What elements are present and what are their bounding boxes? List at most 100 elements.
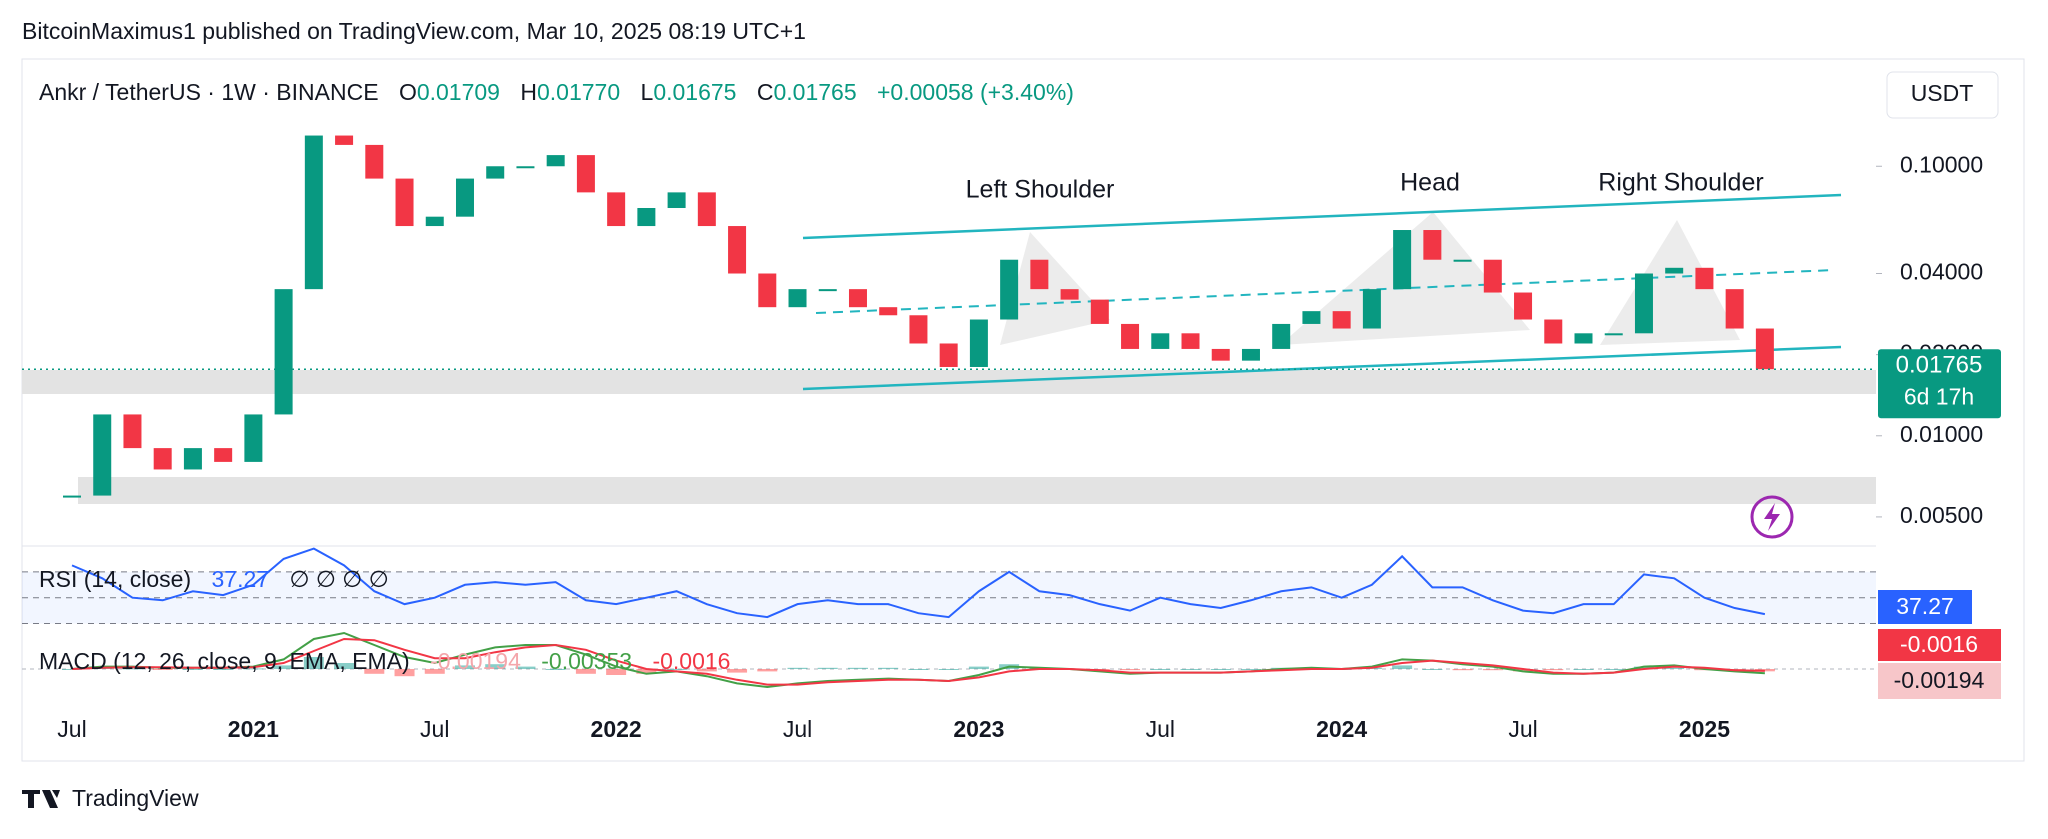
macd-histogram <box>1633 666 1654 669</box>
countdown: 6d 17h <box>1904 383 1974 409</box>
chart-frame <box>21 58 2025 762</box>
candle <box>1393 230 1412 290</box>
candle <box>1241 348 1260 361</box>
ohlc-value: 0.01770 <box>537 79 620 105</box>
macd-histogram <box>575 669 596 674</box>
macd-histogram <box>696 669 717 672</box>
macd-histogram <box>636 669 657 674</box>
ohlc-value: 0.01765 <box>773 79 856 105</box>
candle <box>183 448 202 470</box>
x-tick-label: Jul <box>57 716 86 742</box>
x-axis: Jul 2021 Jul 2022 Jul 2023 Jul 2024 Jul 2025 <box>57 716 1730 742</box>
unit: USDT <box>1911 80 1974 106</box>
macd-histogram <box>273 665 294 669</box>
candle <box>667 192 686 209</box>
macd-histogram <box>1603 669 1624 670</box>
macd-histogram <box>182 669 203 670</box>
x-tick-label: Jul <box>1146 716 1175 742</box>
ohlc-key: O <box>399 79 417 105</box>
pattern-shade <box>1600 220 1740 345</box>
macd-histogram <box>938 669 959 670</box>
rsi-title: RSI (14, close) <box>39 566 191 592</box>
last-price-label: 0.01765 <box>1896 352 1983 379</box>
candle <box>1090 299 1109 324</box>
symbol-legend: Ankr / TetherUS · 1W · BINANCE O0.01709 … <box>39 79 1074 105</box>
macd-histogram <box>243 668 264 670</box>
macd-histogram <box>666 669 687 670</box>
rsi-pane <box>22 547 1876 625</box>
ohlc-key: C <box>757 79 774 105</box>
macd-histogram <box>545 669 566 670</box>
symbol: Ankr / TetherUS · 1W · BINANCE <box>39 79 379 105</box>
candle <box>758 273 777 308</box>
macd-histogram <box>1452 669 1473 671</box>
macd-histogram <box>968 666 989 669</box>
y-tick-label: 0.04000 <box>1900 259 1983 285</box>
macd-histogram <box>1422 669 1443 670</box>
hist-axis-value: -0.00194 <box>1894 667 1985 693</box>
macd-histogram <box>908 669 929 670</box>
candle <box>1332 311 1351 329</box>
macd-histogram <box>1150 669 1171 670</box>
signal-axis-label <box>1878 629 2001 661</box>
candle <box>425 216 444 227</box>
candle <box>1634 273 1653 334</box>
candle <box>93 414 112 496</box>
macd-histogram <box>515 666 536 669</box>
macd-histogram <box>727 669 748 673</box>
candle <box>516 166 535 169</box>
publish-header: BitcoinMaximus1 published on TradingView… <box>22 18 806 44</box>
candle <box>1030 259 1049 290</box>
candle <box>788 289 807 308</box>
x-tick-label: Jul <box>420 716 449 742</box>
macd-hist-value: -0.00194 <box>430 648 521 674</box>
x-tick-label: Jul <box>1508 716 1537 742</box>
candle <box>1211 348 1230 361</box>
alert-bolt <box>1764 503 1780 531</box>
pattern-label: Head <box>1400 169 1460 197</box>
macd-histogram <box>757 669 778 672</box>
candle <box>1604 333 1623 336</box>
rsi-empty: ∅ ∅ ∅ ∅ <box>289 566 388 592</box>
macd-histogram <box>1664 667 1685 669</box>
macd-histogram <box>122 668 143 670</box>
macd-histogram <box>817 667 838 669</box>
x-tick-label: 2024 <box>1316 716 1367 742</box>
candle <box>818 289 837 292</box>
neckline <box>802 345 1842 391</box>
macd-histogram <box>394 669 415 677</box>
alert-icon[interactable] <box>1750 495 1794 539</box>
macd-histogram <box>1482 669 1503 671</box>
candle <box>939 343 958 367</box>
macd-histogram <box>787 667 808 669</box>
macd-legend: MACD (12, 26, close, 9, EMA, EMA) -0.001… <box>39 648 730 674</box>
rsi-value: 37.27 <box>212 566 270 592</box>
macd-histogram <box>1210 669 1231 670</box>
candle <box>1574 333 1593 344</box>
footer-brand: TradingView <box>72 785 199 811</box>
macd-histogram <box>152 669 173 670</box>
macd-pane <box>22 631 1876 689</box>
candle <box>1121 323 1140 349</box>
candle <box>1514 292 1533 320</box>
candle <box>848 289 867 308</box>
macd-histogram <box>1120 669 1141 671</box>
rsi-line <box>71 547 1766 619</box>
candle <box>1725 289 1744 329</box>
signal-value: -0.0016 <box>652 648 730 674</box>
candle <box>274 289 293 415</box>
candle <box>455 178 474 217</box>
ohlc-key: H <box>520 79 537 105</box>
macd-histogram <box>62 669 82 670</box>
candle <box>969 319 988 367</box>
macd-histogram <box>1392 665 1413 669</box>
candle <box>335 135 354 145</box>
y-tick-label: 0.10000 <box>1900 151 1983 177</box>
x-tick-label: 2021 <box>228 716 279 742</box>
channel-top <box>802 193 1842 240</box>
candle <box>1060 289 1079 300</box>
candle <box>697 192 716 227</box>
macd-histogram <box>424 669 445 674</box>
